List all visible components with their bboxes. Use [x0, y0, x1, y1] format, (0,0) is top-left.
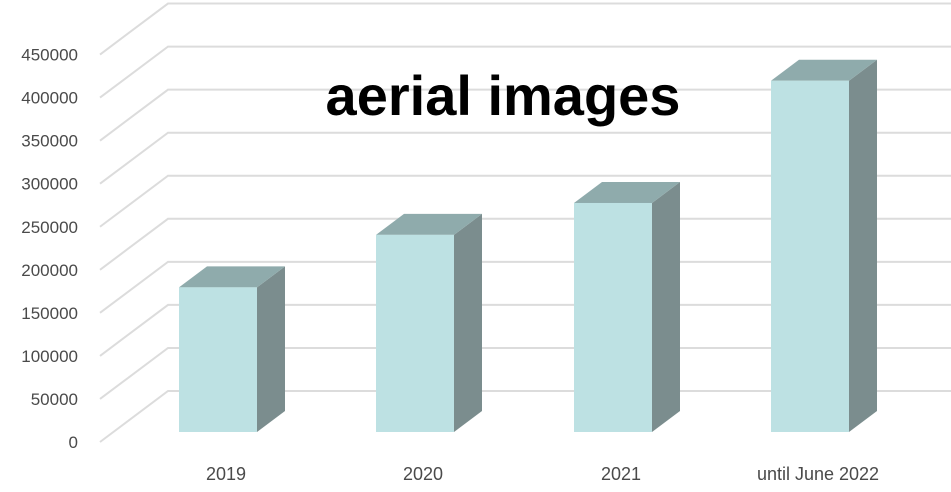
y-tick-label: 350000 [21, 132, 78, 151]
y-tick-label: 250000 [21, 218, 78, 237]
y-tick-label: 200000 [21, 261, 78, 280]
bar-top [574, 181, 680, 203]
x-category-label: 2019 [206, 464, 246, 484]
bar [376, 213, 482, 432]
gridline [99, 260, 951, 314]
bar-side [849, 59, 877, 432]
gridline [99, 45, 951, 99]
y-tick-label: 450000 [21, 46, 78, 65]
bar-front [574, 202, 652, 432]
y-axis-tick-labels: 0 50000 100000 150000 200000 250000 300000 3500… [21, 46, 78, 452]
y-tick-label: 300000 [21, 175, 78, 194]
gridline [99, 131, 951, 185]
bar-side [652, 181, 680, 432]
bar [771, 59, 877, 432]
y-tick-label: 50000 [31, 390, 78, 409]
x-category-label: until June 2022 [757, 464, 879, 484]
gridline [99, 346, 951, 400]
gridline [99, 390, 951, 443]
bar-side [257, 266, 285, 432]
gridline [99, 2, 951, 56]
bar-top [179, 266, 285, 288]
bar [179, 266, 285, 432]
chart-title: aerial images [326, 64, 681, 127]
gridline [99, 217, 951, 271]
bars [179, 59, 877, 432]
bar [574, 181, 680, 432]
bar-front [771, 80, 849, 432]
bar-side [454, 213, 482, 432]
y-tick-label: 0 [69, 433, 78, 452]
y-tick-label: 150000 [21, 304, 78, 323]
x-axis-category-labels: 2019 2020 2021 until June 2022 [206, 464, 879, 484]
bar-top [771, 59, 877, 81]
bar-top [376, 213, 482, 235]
bar-front [179, 287, 257, 432]
y-tick-label: 100000 [21, 347, 78, 366]
gridline [99, 303, 951, 357]
x-category-label: 2020 [403, 464, 443, 484]
gridlines [99, 2, 951, 443]
gridline [99, 88, 951, 142]
bar-front [376, 234, 454, 432]
x-category-label: 2021 [601, 464, 641, 484]
y-tick-label: 400000 [21, 89, 78, 108]
gridline [99, 174, 951, 228]
